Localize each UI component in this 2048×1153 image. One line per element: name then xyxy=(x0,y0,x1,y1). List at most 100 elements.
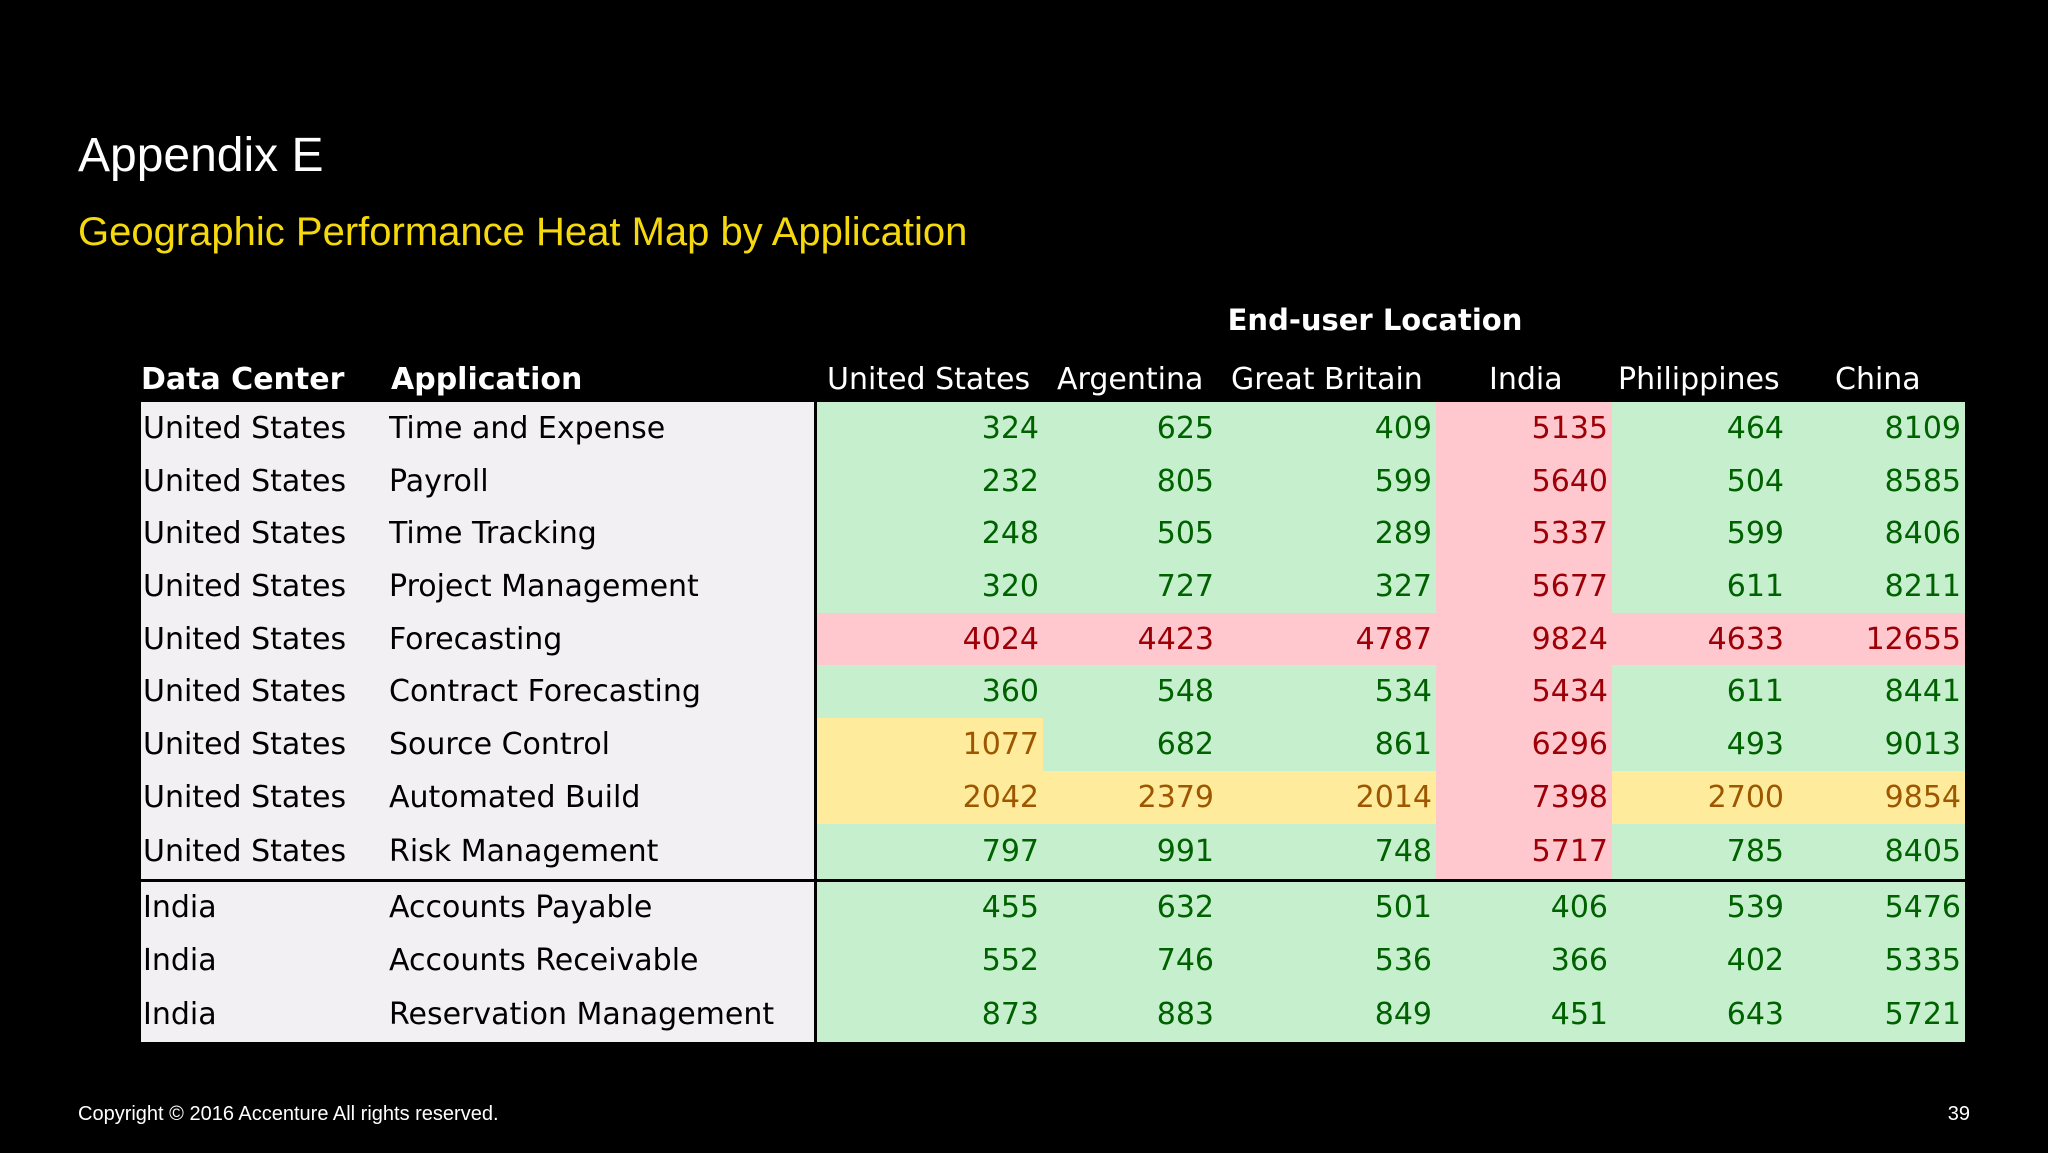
application-cell: Accounts Payable xyxy=(389,881,817,935)
latency-cell: 8211 xyxy=(1788,560,1965,613)
application-cell: Project Management xyxy=(389,560,817,613)
latency-cell: 599 xyxy=(1612,507,1788,561)
latency-cell: 409 xyxy=(1218,402,1436,455)
latency-cell: 320 xyxy=(817,560,1043,613)
latency-cell: 12655 xyxy=(1788,612,1965,666)
latency-cell: 727 xyxy=(1043,560,1218,613)
table-row: United States Risk Management 797 991 748 571… xyxy=(141,823,1965,879)
table-row: United States Contract Forecasting 360 548 5… xyxy=(141,665,1965,719)
header-philippines: Philippines xyxy=(1618,362,1780,397)
latency-cell: 5476 xyxy=(1788,881,1965,935)
data-center-cell: India xyxy=(141,881,389,935)
latency-cell: 849 xyxy=(1218,986,1436,1042)
latency-cell: 539 xyxy=(1612,881,1788,935)
end-user-location-header: End-user Location xyxy=(1227,303,1523,337)
data-center-cell: United States xyxy=(141,823,389,879)
page-number: 39 xyxy=(1947,1103,1970,1125)
latency-cell: 7398 xyxy=(1436,770,1612,824)
latency-cell: 797 xyxy=(817,823,1043,879)
data-center-cell: United States xyxy=(141,507,389,561)
application-cell: Time Tracking xyxy=(389,507,817,561)
latency-cell: 451 xyxy=(1436,986,1612,1042)
table-row: United States Time Tracking 248 505 289 5337 5… xyxy=(141,507,1965,561)
latency-cell: 289 xyxy=(1218,507,1436,561)
latency-cell: 4024 xyxy=(817,612,1043,666)
latency-cell: 5717 xyxy=(1436,823,1612,879)
data-center-cell: India xyxy=(141,934,389,987)
latency-cell: 402 xyxy=(1612,934,1788,987)
data-center-cell: United States xyxy=(141,454,389,508)
latency-cell: 611 xyxy=(1612,665,1788,719)
application-cell: Payroll xyxy=(389,454,817,508)
latency-cell: 748 xyxy=(1218,823,1436,879)
latency-cell: 991 xyxy=(1043,823,1218,879)
table-row: India Accounts Receivable 552 746 536 366 402 5… xyxy=(141,934,1965,987)
latency-cell: 455 xyxy=(817,881,1043,935)
application-cell: Risk Management xyxy=(389,823,817,879)
latency-cell: 327 xyxy=(1218,560,1436,613)
latency-cell: 8441 xyxy=(1788,665,1965,719)
application-cell: Time and Expense xyxy=(389,402,817,455)
table-row: United States Payroll 232 805 599 5640 504 8585 xyxy=(141,454,1965,508)
data-center-cell: United States xyxy=(141,665,389,719)
latency-cell: 785 xyxy=(1612,823,1788,879)
data-center-cell: United States xyxy=(141,560,389,613)
latency-cell: 2042 xyxy=(817,770,1043,824)
latency-cell: 9824 xyxy=(1436,612,1612,666)
latency-cell: 1077 xyxy=(817,718,1043,771)
latency-cell: 406 xyxy=(1436,881,1612,935)
latency-cell: 9854 xyxy=(1788,770,1965,824)
latency-cell: 5335 xyxy=(1788,934,1965,987)
header-india: India xyxy=(1489,362,1563,397)
latency-cell: 504 xyxy=(1612,454,1788,508)
latency-cell: 8585 xyxy=(1788,454,1965,508)
table-row: India Reservation Management 873 883 849 451 6… xyxy=(141,986,1965,1042)
table-row: United States Time and Expense 324 625 409 51… xyxy=(141,402,1965,455)
application-cell: Accounts Receivable xyxy=(389,934,817,987)
latency-cell: 464 xyxy=(1612,402,1788,455)
data-center-cell: United States xyxy=(141,718,389,771)
latency-cell: 5721 xyxy=(1788,986,1965,1042)
latency-cell: 6296 xyxy=(1436,718,1612,771)
application-cell: Source Control xyxy=(389,718,817,771)
header-argentina: Argentina xyxy=(1057,362,1204,397)
latency-cell: 4787 xyxy=(1218,612,1436,666)
latency-cell: 883 xyxy=(1043,986,1218,1042)
table-row: United States Source Control 1077 682 861 629… xyxy=(141,718,1965,771)
copyright-footer: Copyright © 2016 Accenture All rights re… xyxy=(78,1103,499,1125)
latency-cell: 324 xyxy=(817,402,1043,455)
header-application: Application xyxy=(391,362,583,397)
latency-cell: 8406 xyxy=(1788,507,1965,561)
latency-cell: 861 xyxy=(1218,718,1436,771)
latency-cell: 682 xyxy=(1043,718,1218,771)
latency-cell: 366 xyxy=(1436,934,1612,987)
latency-cell: 548 xyxy=(1043,665,1218,719)
table-row: United States Automated Build 2042 2379 2014… xyxy=(141,770,1965,824)
table-row: India Accounts Payable 455 632 501 406 539 5476 xyxy=(141,878,1965,935)
application-cell: Forecasting xyxy=(389,612,817,666)
latency-cell: 9013 xyxy=(1788,718,1965,771)
latency-cell: 534 xyxy=(1218,665,1436,719)
latency-cell: 501 xyxy=(1218,881,1436,935)
latency-cell: 805 xyxy=(1043,454,1218,508)
header-great-britain: Great Britain xyxy=(1231,362,1423,397)
latency-cell: 2700 xyxy=(1612,770,1788,824)
table-row: United States Forecasting 4024 4423 4787 9824… xyxy=(141,612,1965,666)
latency-cell: 505 xyxy=(1043,507,1218,561)
heat-map-table: United States Time and Expense 324 625 409 51… xyxy=(141,402,1965,1042)
latency-cell: 4633 xyxy=(1612,612,1788,666)
latency-cell: 599 xyxy=(1218,454,1436,508)
data-center-cell: United States xyxy=(141,402,389,455)
application-cell: Automated Build xyxy=(389,770,817,824)
latency-cell: 493 xyxy=(1612,718,1788,771)
data-center-cell: United States xyxy=(141,612,389,666)
latency-cell: 536 xyxy=(1218,934,1436,987)
header-united-states: United States xyxy=(827,362,1031,397)
latency-cell: 360 xyxy=(817,665,1043,719)
latency-cell: 625 xyxy=(1043,402,1218,455)
latency-cell: 232 xyxy=(817,454,1043,508)
slide-subtitle: Geographic Performance Heat Map by Appli… xyxy=(78,210,968,254)
latency-cell: 5337 xyxy=(1436,507,1612,561)
latency-cell: 643 xyxy=(1612,986,1788,1042)
table-row: United States Project Management 320 727 327… xyxy=(141,560,1965,613)
